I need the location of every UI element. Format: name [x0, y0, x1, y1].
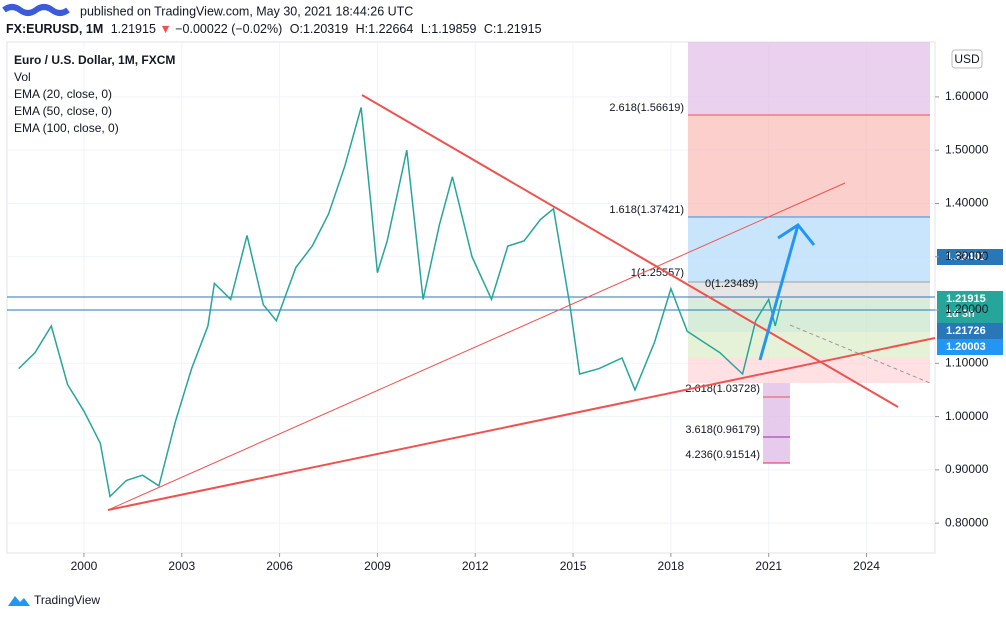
x-tick-label: 2012: [462, 559, 489, 573]
y-tick-label: 1.60000: [945, 89, 989, 103]
trend-line: [361, 94, 899, 408]
fib-label: 3.618(0.96179): [685, 424, 760, 436]
trend-line: [107, 337, 936, 511]
fib-zone: [688, 358, 930, 383]
fib-zone: [688, 217, 930, 282]
legend-title: Euro / U.S. Dollar, 1M, FXCM: [14, 53, 175, 67]
fib-label: 4.236(0.91514): [685, 449, 760, 461]
published: published on TradingView.com, May 30, 20…: [80, 4, 413, 18]
x-tick-label: 2018: [658, 559, 685, 573]
legend-item: EMA (20, close, 0): [14, 87, 112, 101]
fib-label: 2.618(1.03728): [685, 383, 760, 395]
fib-zone: [688, 42, 930, 115]
price-badge-text: 1.21726: [946, 325, 986, 337]
footer: TradingView: [34, 593, 100, 607]
price-badge-text: 1.21915: [946, 293, 986, 305]
arrow: [758, 223, 816, 361]
fib-label: 0(1.23489): [705, 278, 758, 290]
y-tick-label: 1.30000: [945, 249, 989, 263]
x-tick-label: 2015: [560, 559, 587, 573]
y-tick-label: 1.50000: [945, 142, 989, 156]
price-badge: [937, 291, 1003, 323]
x-tick-label: 2021: [755, 559, 782, 573]
y-tick-label: 0.90000: [945, 462, 989, 476]
currency[interactable]: USD: [954, 52, 980, 66]
x-tick-label: 2003: [168, 559, 195, 573]
x-tick-label: 2000: [71, 559, 98, 573]
ohlc: O:1.20319: [290, 22, 348, 36]
scribble: [2, 4, 70, 16]
fib-zone: [688, 115, 930, 217]
price-badge-text: 1.22401: [946, 251, 986, 263]
x-tick-label: 2009: [364, 559, 391, 573]
price-badge: [937, 323, 1003, 339]
fib-zone: [688, 332, 930, 358]
logo: [8, 596, 30, 606]
price-badge: [937, 249, 1003, 265]
legend-item: EMA (50, close, 0): [14, 104, 112, 118]
x-tick-label: 2006: [266, 559, 293, 573]
ohlc: C:1.21915: [484, 22, 542, 36]
legend-item: Vol: [14, 70, 31, 84]
y-tick-label: 1.00000: [945, 409, 989, 423]
fib-zone: [688, 282, 930, 300]
symbol-line: FX:EURUSD, 1M 1.21915 ▼ −0.00022 (−0.02%…: [6, 22, 542, 36]
change: −0.00022 (−0.02%): [175, 22, 282, 36]
projection: [789, 324, 931, 384]
currency-button[interactable]: [951, 49, 983, 69]
fib-label: 1(1.25557): [631, 267, 684, 279]
arrow: ▼: [159, 22, 171, 36]
price-badge: [937, 339, 1003, 355]
ohlc: H:1.22664: [356, 22, 414, 36]
trend-line: [107, 182, 846, 511]
y-tick-label: 0.80000: [945, 515, 989, 529]
x-tick-label: 2024: [853, 559, 880, 573]
price: 1.21915: [111, 22, 156, 36]
y-tick-label: 1.20000: [945, 302, 989, 316]
price-line: [18, 107, 783, 499]
fib-zone: [763, 383, 790, 463]
countdown: 1d 3h: [946, 308, 975, 320]
symbol: FX:EURUSD, 1M: [6, 22, 103, 36]
y-tick-label: 1.40000: [945, 196, 989, 210]
fib-zone: [688, 300, 930, 332]
y-tick-label: 1.10000: [945, 355, 989, 369]
fib-label: 2.618(1.56619): [609, 102, 684, 114]
ohlc: L:1.19859: [421, 22, 477, 36]
fib-label: 1.618(1.37421): [609, 204, 684, 216]
legend-item: EMA (100, close, 0): [14, 121, 119, 135]
price-badge-text: 1.20003: [946, 341, 986, 353]
